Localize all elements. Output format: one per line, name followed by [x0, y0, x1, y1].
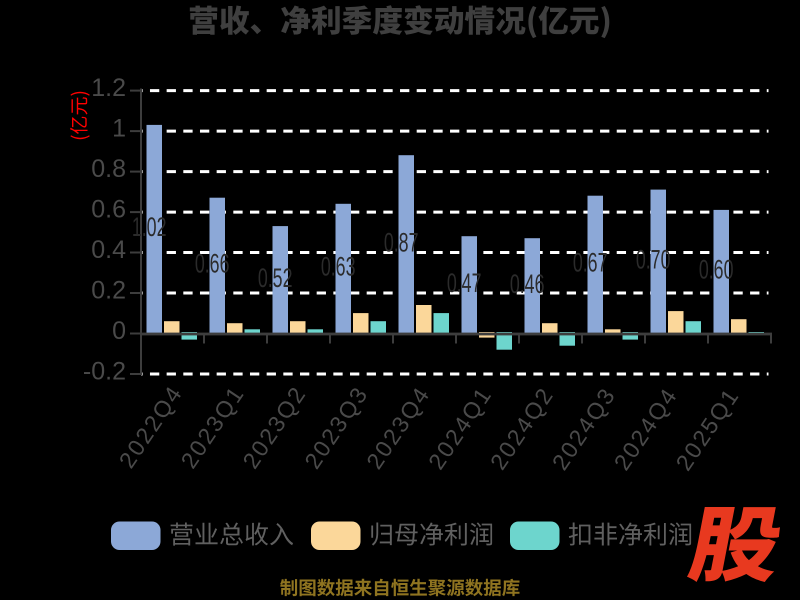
svg-text:0: 0 [112, 317, 126, 345]
svg-text:0.87: 0.87 [384, 227, 419, 258]
svg-text:0.4: 0.4 [91, 236, 126, 264]
svg-text:0.52: 0.52 [258, 262, 293, 293]
svg-text:0.66: 0.66 [195, 248, 230, 279]
svg-text:0.46: 0.46 [510, 268, 545, 299]
svg-text:-0.2: -0.2 [83, 358, 126, 386]
svg-text:0.6: 0.6 [91, 196, 126, 224]
svg-text:0.60: 0.60 [699, 254, 734, 285]
svg-text:0.63: 0.63 [321, 251, 356, 282]
svg-text:0.70: 0.70 [636, 244, 671, 275]
svg-text:0.8: 0.8 [91, 155, 126, 183]
svg-text:0.47: 0.47 [447, 267, 482, 298]
svg-text:0.67: 0.67 [573, 247, 608, 278]
svg-text:0.2: 0.2 [91, 277, 126, 305]
svg-text:1: 1 [112, 115, 126, 143]
svg-text:1.2: 1.2 [91, 74, 126, 102]
svg-text:1.02: 1.02 [132, 211, 167, 242]
